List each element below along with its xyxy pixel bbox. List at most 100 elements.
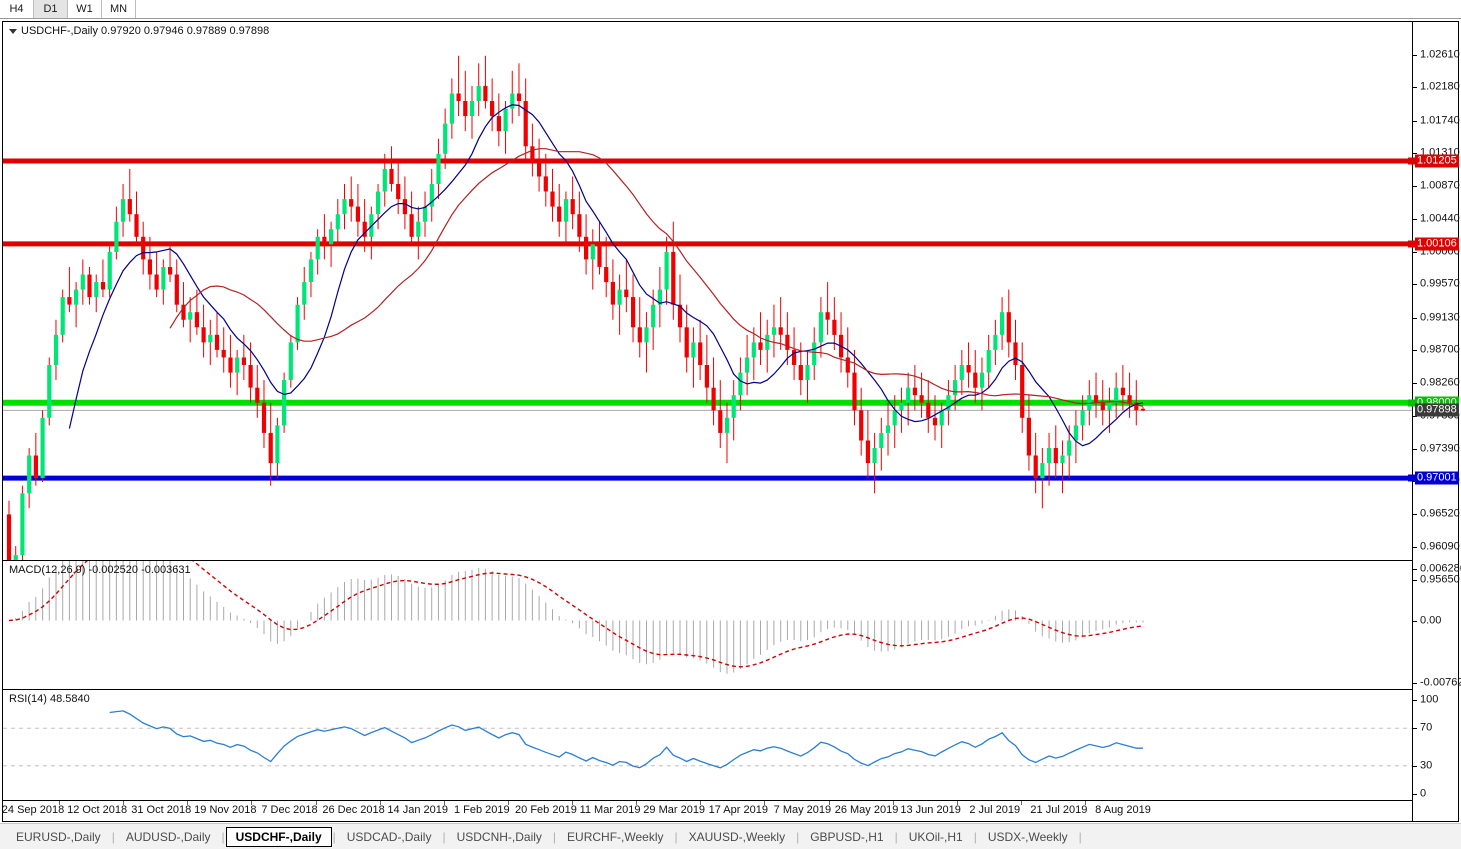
timeframe-button-h4[interactable]: H4: [0, 0, 34, 18]
time-axis-label: 1 Feb 2019: [453, 804, 510, 816]
price-scale-tick: [1413, 251, 1417, 253]
macd-scale-label: -0.00762: [1420, 676, 1461, 689]
macd-scale-tick: [1413, 569, 1417, 570]
time-axis-tick: [572, 801, 574, 805]
price-scale-tick: [1413, 448, 1417, 450]
chart-tab-usdchf-daily[interactable]: USDCHF-,Daily: [225, 826, 332, 847]
price-scale-tick: [1413, 317, 1417, 319]
time-axis-tick: [828, 801, 830, 805]
time-axis-tick: [892, 801, 894, 805]
macd-plot: [8, 561, 1144, 674]
time-axis-label: 24 Sep 2018: [3, 804, 65, 816]
price-scale-tick: [1413, 284, 1417, 286]
rsi-pane-title: RSI(14) 48.5840: [9, 693, 90, 705]
price-scale-tick: [1413, 55, 1417, 56]
time-axis-label: 7 Dec 2018: [261, 804, 318, 816]
macd-pane[interactable]: MACD(12,26,9) -0.002520 -0.003631: [3, 561, 1412, 689]
macd-scale-label: 0.00: [1420, 614, 1442, 627]
timeframe-button-mn[interactable]: MN: [102, 0, 136, 18]
timeframe-toolbar: H4 D1 W1 MN: [0, 0, 1461, 19]
price-scale-label: 1.02180: [1420, 80, 1460, 93]
chart-tab-xauusd-weekly[interactable]: XAUUSD-,Weekly: [688, 829, 786, 844]
macd-scale-tick: [1413, 683, 1417, 684]
time-axis-label: 2 Jul 2019: [969, 804, 1021, 816]
time-axis-label: 8 Aug 2019: [1095, 804, 1151, 816]
time-axis-label: 20 Feb 2019: [515, 804, 577, 816]
price-scale-tick: [1413, 218, 1417, 220]
time-axis-tick: [187, 801, 189, 805]
chart-frame[interactable]: USDCHF-,Daily 0.97920 0.97946 0.97889 0.…: [2, 21, 1461, 822]
price-badge-marker: [1408, 399, 1415, 407]
price-scale-label: 0.98260: [1420, 376, 1460, 389]
price-badge-red[interactable]: 1.01205: [1415, 154, 1459, 168]
price-scale-label: 1.02610: [1420, 48, 1460, 61]
rsi-scale-label: 0: [1420, 787, 1427, 800]
tab-divider: |: [552, 829, 557, 844]
chart-tab-usdcnh-daily[interactable]: USDCNH-,Daily: [456, 829, 542, 844]
price-scale-tick: [1413, 383, 1417, 385]
rsi-scale-label: 100: [1420, 693, 1439, 706]
time-axis-label: 26 May 2019: [834, 804, 899, 816]
price-badge-marker: [1408, 240, 1415, 248]
tab-divider: |: [674, 829, 678, 844]
chart-tab-gbpusd-h1[interactable]: GBPUSD-,H1: [810, 829, 884, 844]
collapse-triangle-icon[interactable]: [9, 28, 17, 34]
price-pane-title-text: USDCHF-,Daily 0.97920 0.97946 0.97889 0.…: [21, 25, 270, 37]
tab-divider: |: [111, 829, 115, 844]
price-scale-label: 0.96520: [1420, 507, 1460, 520]
price-scale-tick: [1413, 349, 1417, 351]
price-plot: [3, 55, 1412, 560]
time-axis-label: 31 Oct 2018: [131, 804, 192, 816]
price-scale-label: 1.00870: [1420, 179, 1460, 192]
chart-tab-usdx-weekly[interactable]: USDX-,Weekly: [987, 829, 1068, 844]
macd-pane-title: MACD(12,26,9) -0.002520 -0.003631: [9, 564, 191, 576]
time-axis-label: 17 Apr 2019: [708, 804, 768, 816]
chart-tab-eurchf-weekly[interactable]: EURCHF-,Weekly: [567, 829, 664, 844]
price-pane[interactable]: USDCHF-,Daily 0.97920 0.97946 0.97889 0.…: [3, 22, 1412, 560]
rsi-scale-tick: [1413, 794, 1417, 795]
price-scale-tick: [1413, 514, 1417, 516]
price-badge-dark[interactable]: 0.97898: [1415, 403, 1459, 417]
price-scale-tick: [1413, 580, 1417, 581]
time-axis-tick: [443, 801, 445, 805]
price-scale-tick: [1413, 87, 1417, 89]
price-scale-label: 0.99130: [1420, 311, 1460, 323]
price-badge-red[interactable]: 1.00106: [1415, 237, 1459, 251]
time-axis-label: 12 Oct 2018: [67, 804, 128, 816]
time-axis-tick: [636, 801, 638, 805]
timeframe-button-d1[interactable]: D1: [34, 0, 68, 18]
time-axis-tick: [1020, 801, 1022, 805]
rsi-pane[interactable]: RSI(14) 48.5840: [3, 690, 1412, 800]
price-badge-blue[interactable]: 0.97001: [1415, 471, 1459, 485]
time-axis-label: 11 Mar 2019: [579, 804, 641, 816]
pane-divider-rsi-time: [3, 800, 1458, 801]
price-scale-label: 0.99570: [1420, 277, 1460, 290]
time-axis-label: 13 Jun 2019: [900, 804, 961, 816]
chart-tab-usdcad-daily[interactable]: USDCAD-,Daily: [346, 829, 432, 844]
price-scale-tick: [1413, 120, 1417, 122]
time-axis-label: 21 Jul 2019: [1030, 804, 1088, 816]
time-axis-tick: [956, 801, 958, 805]
price-scale-label: 0.95650: [1420, 573, 1460, 586]
time-axis-tick: [700, 801, 702, 805]
tab-divider: |: [332, 829, 336, 844]
price-scale-tick: [1413, 153, 1417, 155]
macd-scale-label: 0.006286: [1420, 562, 1461, 575]
rsi-scale-tick: [1413, 700, 1417, 701]
timeframe-button-w1[interactable]: W1: [68, 0, 102, 18]
price-scale-label: 0.96090: [1420, 540, 1460, 553]
chart-tab-eurusd-daily[interactable]: EURUSD-,Daily: [16, 829, 101, 844]
rsi-plot: [3, 710, 1412, 769]
price-scale-label: 1.01740: [1420, 114, 1460, 127]
price-pane-title: USDCHF-,Daily 0.97920 0.97946 0.97889 0.…: [9, 26, 269, 37]
time-axis-tick: [123, 801, 125, 805]
price-scale[interactable]: 1.02610 1.02180 1.01740 1.01310 1.00870 1.004…: [1408, 22, 1461, 821]
time-axis-label: 29 Mar 2019: [643, 804, 706, 816]
tab-divider: |: [973, 829, 977, 844]
chart-tab-bar[interactable]: EURUSD-,Daily | AUDUSD-,Daily | USDCHF-,Dail…: [0, 823, 1461, 849]
chart-tab-audusd-daily[interactable]: AUDUSD-,Daily: [125, 829, 211, 844]
time-axis[interactable]: 24 Sep 2018 12 Oct 2018 31 Oct 2018 19 Nov …: [3, 801, 1412, 822]
time-axis-label: 14 Jan 2019: [387, 804, 448, 816]
chart-tab-ukoil-h1[interactable]: UKOil-,H1: [908, 829, 963, 844]
